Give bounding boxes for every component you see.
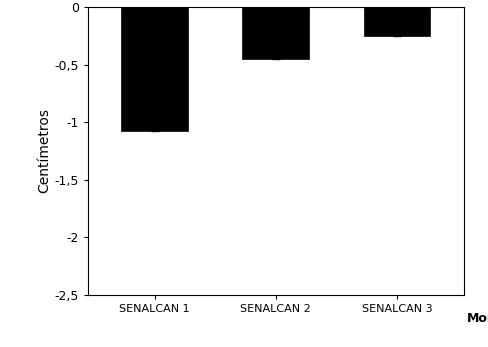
Bar [121, 7, 188, 132]
Bar [364, 7, 430, 36]
Text: Mon: Mon [468, 312, 488, 325]
Y-axis label: Centímetros: Centímetros [38, 109, 52, 193]
Bar [243, 7, 309, 59]
